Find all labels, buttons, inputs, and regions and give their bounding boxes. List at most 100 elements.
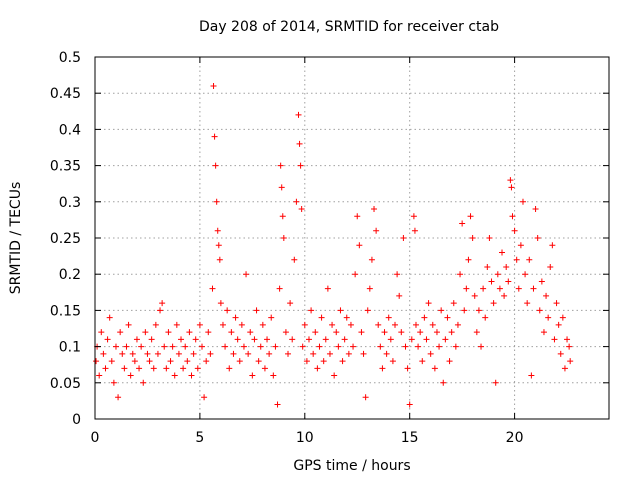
data-point: [566, 343, 573, 350]
data-point: [272, 343, 279, 350]
data-point: [163, 365, 170, 372]
data-point: [421, 314, 428, 321]
data-point: [320, 358, 327, 365]
data-point: [343, 314, 350, 321]
data-point: [175, 350, 182, 357]
data-point: [492, 379, 499, 386]
data-point: [513, 256, 520, 263]
data-point: [519, 198, 526, 205]
data-point: [178, 336, 185, 343]
data-point: [188, 372, 195, 379]
data-point: [517, 242, 524, 249]
data-point: [354, 213, 361, 220]
data-point: [136, 365, 143, 372]
data-point: [490, 300, 497, 307]
data-point: [360, 350, 367, 357]
data-point: [102, 365, 109, 372]
data-point: [96, 372, 103, 379]
data-point: [473, 329, 480, 336]
data-point: [312, 329, 319, 336]
x-tick-label: 20: [506, 430, 524, 446]
data-point: [442, 336, 449, 343]
data-point: [228, 329, 235, 336]
x-tick-label: 15: [401, 430, 419, 446]
data-point: [402, 343, 409, 350]
data-point: [469, 235, 476, 241]
data-point: [129, 350, 136, 357]
y-tick-label: 0.2: [59, 267, 81, 283]
data-point: [324, 285, 331, 292]
data-point: [459, 220, 466, 227]
data-point: [452, 343, 459, 350]
data-point: [209, 285, 216, 292]
data-point: [329, 321, 336, 328]
data-point: [425, 300, 432, 307]
data-point: [282, 329, 289, 336]
data-point: [322, 336, 329, 343]
data-point: [234, 336, 241, 343]
data-point: [138, 343, 145, 350]
data-point: [505, 278, 512, 285]
data-point: [375, 321, 382, 328]
data-point: [545, 314, 552, 321]
data-point: [446, 358, 453, 365]
y-tick-label: 0.45: [50, 86, 81, 102]
data-point: [314, 365, 321, 372]
data-point: [198, 343, 205, 350]
data-point: [387, 336, 394, 343]
data-point: [547, 263, 554, 270]
data-point: [480, 285, 487, 292]
data-point: [110, 379, 117, 386]
data-point: [201, 394, 208, 401]
data-point: [274, 401, 281, 408]
data-point: [524, 300, 531, 307]
data-point: [182, 343, 189, 350]
data-point: [303, 358, 310, 365]
data-point: [496, 285, 503, 292]
data-point: [224, 307, 231, 314]
data-point: [507, 177, 514, 184]
data-point: [142, 329, 149, 336]
data-point: [310, 350, 317, 357]
y-axis-label: SRMTID / TECUs: [8, 182, 24, 295]
data-point: [216, 256, 223, 263]
data-point: [169, 343, 176, 350]
data-point: [362, 394, 369, 401]
data-point: [190, 350, 197, 357]
data-point: [440, 379, 447, 386]
data-point: [486, 235, 493, 241]
data-point: [335, 343, 342, 350]
data-point: [305, 336, 312, 343]
x-tick-label: 5: [195, 430, 204, 446]
data-point: [389, 358, 396, 365]
data-point: [501, 292, 508, 299]
data-point: [463, 285, 470, 292]
data-point: [150, 365, 157, 372]
data-point: [555, 321, 562, 328]
y-axis-tick-labels: 0 0.05 0.1 0.15 0.2 0.25 0.3 0.35 0.4 0.45 0.5: [50, 50, 81, 428]
data-point: [232, 314, 239, 321]
data-point: [410, 213, 417, 220]
data-point: [211, 133, 218, 140]
data-point: [385, 314, 392, 321]
data-point: [217, 300, 224, 307]
y-tick-label: 0.15: [50, 303, 81, 319]
data-point: [356, 242, 363, 249]
y-tick-label: 0.1: [59, 340, 81, 356]
data-point: [161, 343, 168, 350]
data-point: [277, 162, 284, 169]
data-point: [377, 343, 384, 350]
data-point: [423, 336, 430, 343]
data-point: [148, 336, 155, 343]
data-point: [196, 321, 203, 328]
data-point: [392, 321, 399, 328]
data-point: [171, 372, 178, 379]
data-point: [133, 336, 140, 343]
data-point: [100, 350, 107, 357]
data-point: [438, 307, 445, 314]
y-tick-label: 0.05: [50, 376, 81, 392]
data-point: [287, 300, 294, 307]
data-point: [561, 365, 568, 372]
data-point: [253, 307, 260, 314]
data-point: [123, 343, 130, 350]
